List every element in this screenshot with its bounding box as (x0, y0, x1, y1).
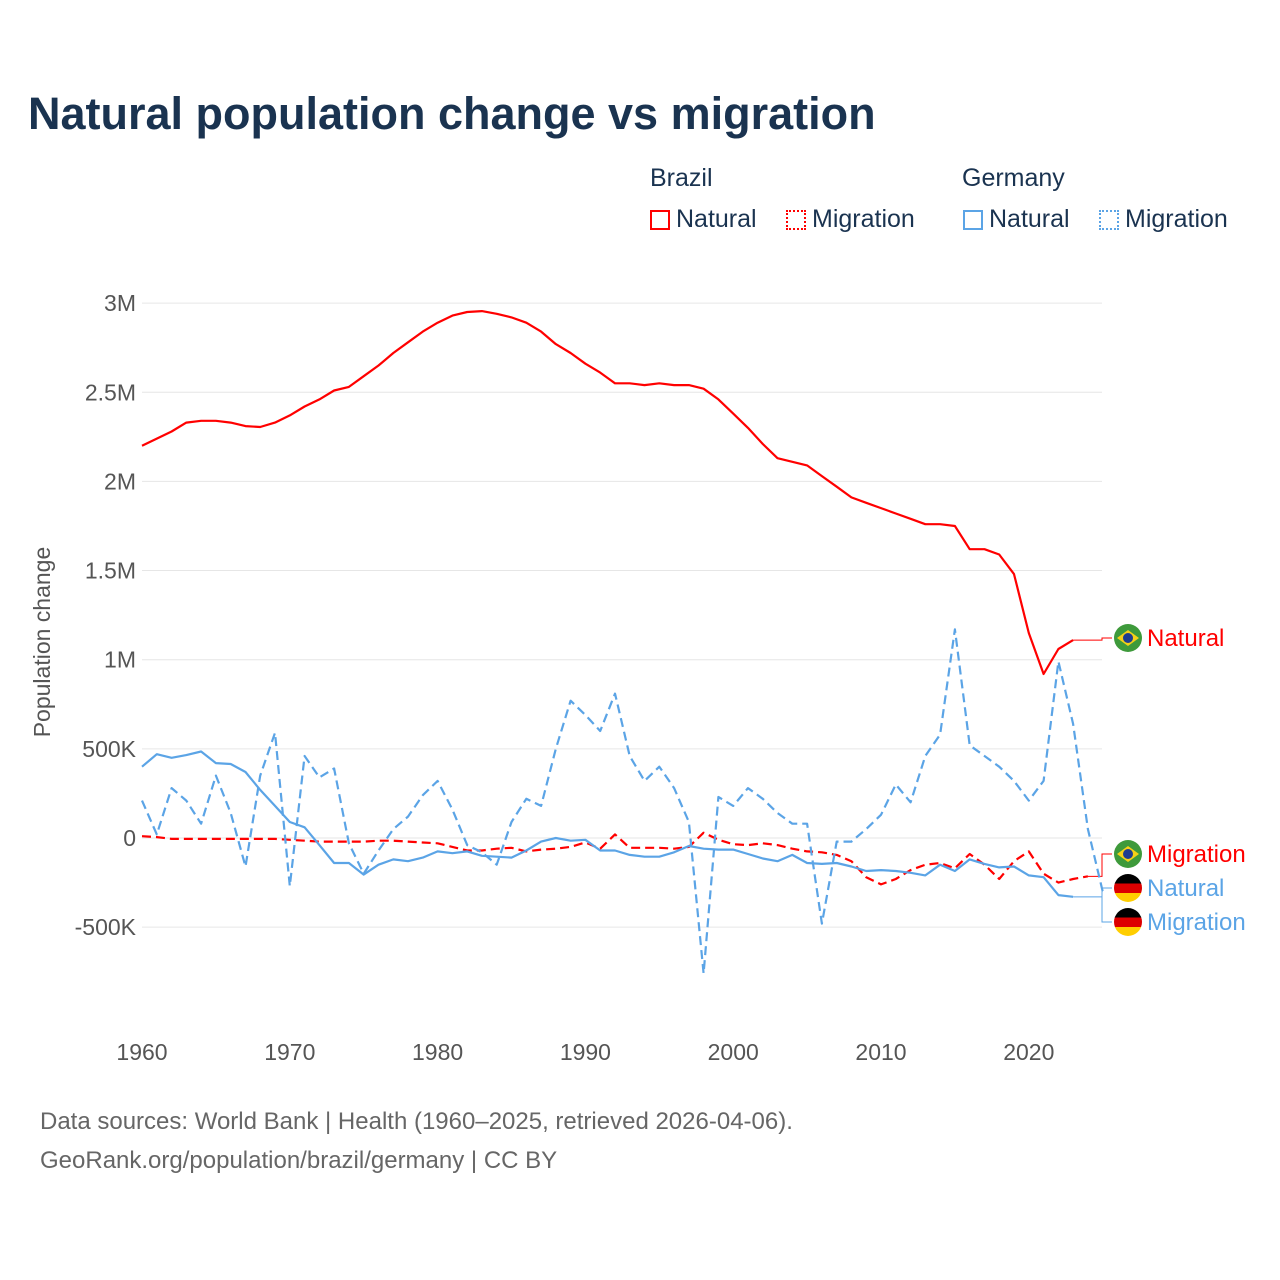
flag-stripe-red (1114, 917, 1142, 927)
x-tick-label: 2010 (855, 1039, 906, 1065)
y-tick-label: 3M (104, 290, 136, 316)
end-label-connector (1073, 637, 1112, 641)
end-label-germany-natural: Natural (1147, 875, 1224, 902)
x-tick-label: 2000 (708, 1039, 759, 1065)
legend-swatch-solid-red (650, 209, 670, 230)
legend-label: Migration (812, 205, 915, 233)
end-label-connector (1101, 890, 1112, 923)
flag-stripe-black (1114, 874, 1142, 884)
legend-label: Natural (989, 205, 1070, 233)
chart-title: Natural population change vs migration (28, 88, 876, 139)
legend-germany-natural[interactable]: Natural (963, 205, 1070, 234)
footer-attribution[interactable]: GeoRank.org/population/brazil/germany | … (40, 1147, 558, 1174)
legend-germany-migration[interactable]: Migration (1099, 205, 1228, 234)
legend-brazil-migration[interactable]: Migration (786, 205, 915, 234)
legend-group-brazil: Brazil (650, 164, 713, 192)
series-line-germany-migration (140, 628, 1104, 975)
x-tick-label: 1960 (116, 1039, 167, 1065)
y-tick-label: 1M (104, 647, 136, 673)
legend-label: Migration (1125, 205, 1228, 233)
x-tick-label: 1980 (412, 1039, 463, 1065)
brazil-flag-icon (1114, 840, 1142, 868)
flag-stripe-black (1114, 908, 1142, 918)
legend-group-germany: Germany (962, 164, 1065, 192)
y-axis-label: Population change (29, 547, 55, 738)
brazil-flag-icon (1114, 624, 1142, 652)
series-line-germany-natural (141, 750, 1074, 898)
x-tick-label: 1990 (560, 1039, 611, 1065)
flag-stripe-gold (1114, 927, 1142, 936)
series-line-brazil-natural (141, 310, 1074, 676)
end-label-brazil-migration: Migration (1147, 841, 1246, 868)
flag-stripe-red (1114, 883, 1142, 893)
end-label-brazil-natural: Natural (1147, 625, 1224, 652)
end-label-connector (1073, 887, 1112, 898)
x-tick-label: 1970 (264, 1039, 315, 1065)
y-tick-label: 1.5M (85, 558, 136, 584)
end-label-germany-migration: Migration (1147, 909, 1246, 936)
legend-swatch-dotted-blue (1099, 209, 1119, 230)
end-label-connector (1087, 853, 1112, 877)
legend-swatch-dotted-red (786, 209, 806, 230)
y-tick-label: 500K (82, 736, 136, 762)
germany-flag-icon (1114, 874, 1142, 902)
y-tick-label: 2.5M (85, 379, 136, 405)
x-tick-label: 2020 (1003, 1039, 1054, 1065)
y-tick-label: 2M (104, 468, 136, 494)
y-tick-label: -500K (75, 914, 137, 940)
legend-brazil-natural[interactable]: Natural (650, 205, 757, 234)
flag-globe (1123, 849, 1133, 859)
flag-stripe-gold (1114, 893, 1142, 902)
flag-globe (1123, 633, 1133, 643)
legend-swatch-solid-blue (963, 209, 983, 230)
germany-flag-icon (1114, 908, 1142, 936)
legend-label: Natural (676, 205, 757, 233)
y-tick-label: 0 (123, 825, 136, 851)
series-line-brazil-migration (141, 831, 1089, 886)
footer-source: Data sources: World Bank | Health (1960–… (40, 1108, 793, 1135)
